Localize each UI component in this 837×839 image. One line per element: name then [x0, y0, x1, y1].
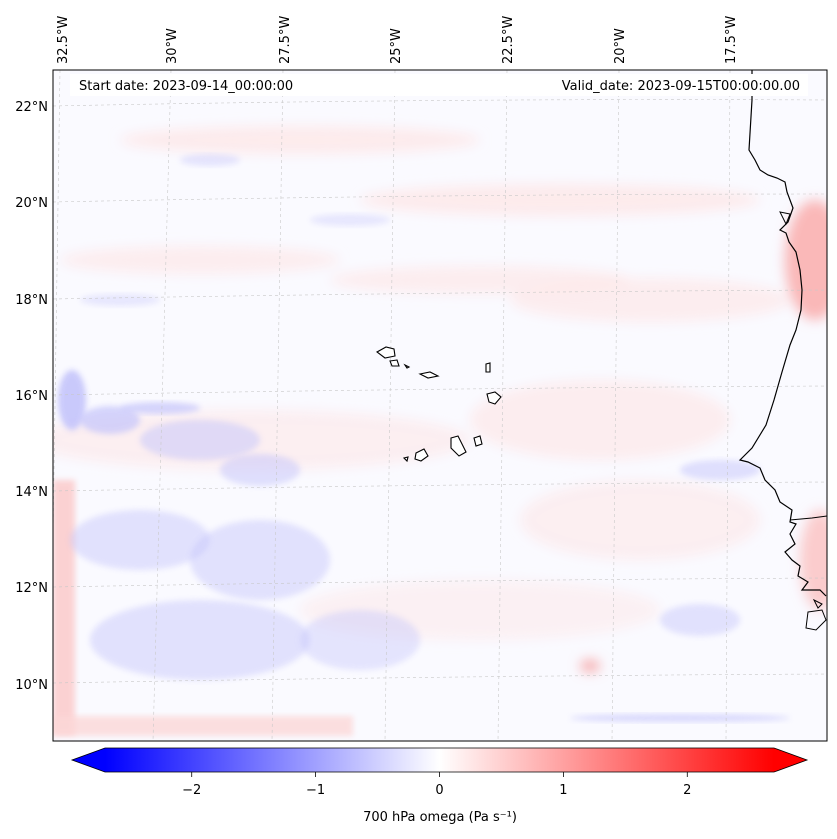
africa-coastline [738, 70, 827, 597]
lat-tick-label: 20°N [15, 196, 48, 211]
lon-tick-label: 20°W [613, 28, 628, 64]
colorbar-ticks: −2 −1 0 1 2 [182, 772, 691, 798]
colorbar-extend-low [72, 748, 105, 772]
boundary-band-west [53, 480, 75, 735]
start-date-label: Start date: 2023-09-14_00:00:00 [79, 79, 293, 94]
lon-tick-label: 32.5°W [56, 16, 71, 64]
lat-tick-labels: 22°N 20°N 18°N 16°N 14°N 12°N 10°N [15, 100, 48, 693]
lon-tick-label: 22.5°W [501, 16, 516, 64]
lat-tick-label: 10°N [15, 678, 48, 693]
boundary-band-south [53, 716, 353, 736]
lat-tick-label: 22°N [15, 100, 48, 115]
lon-tick-label: 27.5°W [278, 16, 293, 64]
lat-tick-label: 14°N [15, 485, 48, 500]
colorbar-tick-label: 0 [435, 783, 443, 798]
colorbar-tick-label: 2 [683, 783, 691, 798]
colorbar-tick-label: −1 [306, 783, 325, 798]
map-panel: Start date: 2023-09-14_00:00:00 Valid_da… [52, 69, 828, 742]
lon-tick-label: 30°W [165, 28, 180, 64]
header-strip [70, 74, 808, 96]
map-frame [52, 69, 828, 742]
cabo-verde-islands [375, 346, 502, 463]
lon-tick-labels: 32.5°W 30°W 27.5°W 25°W 22.5°W 20°W 17.5… [56, 16, 739, 64]
negative-omega-areas [58, 154, 790, 722]
lat-tick-label: 18°N [15, 293, 48, 308]
colorbar-gradient [105, 748, 774, 772]
gridlines [53, 70, 827, 741]
coastal-inlet [779, 211, 791, 226]
colorbar-tick-label: −2 [182, 783, 201, 798]
colorbar-label: 700 hPa omega (Pa s⁻¹) [363, 810, 517, 825]
omega-field [53, 70, 827, 741]
lat-tick-label: 16°N [15, 389, 48, 404]
guinea-bissau-islands [805, 598, 827, 631]
colorbar-tick-label: 1 [559, 783, 567, 798]
colorbar: −2 −1 0 1 2 700 hPa omega (Pa s⁻¹) [70, 747, 809, 825]
colorbar-outline [70, 747, 809, 773]
lat-tick-label: 12°N [15, 581, 48, 596]
valid-date-label: Valid_date: 2023-09-15T00:00:00.00 [562, 79, 800, 94]
lon-tick-label: 25°W [389, 28, 404, 64]
lon-tick-label: 17.5°W [724, 16, 739, 64]
gambia-estuary [789, 515, 827, 521]
colorbar-extend-high [774, 748, 807, 772]
